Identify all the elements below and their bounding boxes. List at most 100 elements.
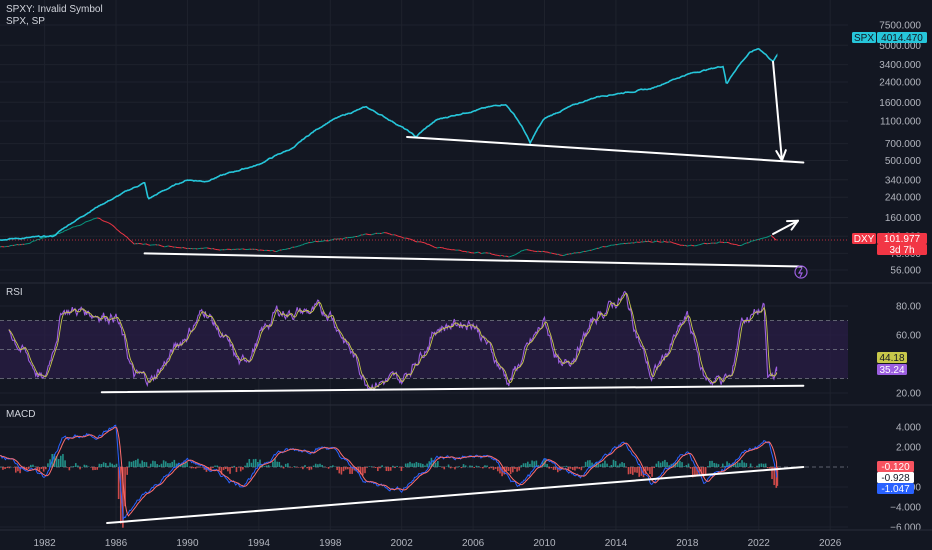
macd-hist-bar [147,467,150,468]
dxy-segment [111,224,114,226]
dxy-segment [421,241,423,243]
x-axis-labels: 1982 1986 1990 1994 1998 2002 2006 2010 2014 2018… [34,538,842,549]
macd-hist-bar [529,463,531,467]
macd-hist-bar [4,467,6,470]
macd-hist-bar [488,467,491,469]
macd-hist-bar [381,465,383,467]
macd-hist-bar [216,465,218,467]
main-y-tick-label: 5000.000 [879,41,921,52]
macd-hist-bar [550,467,553,469]
macd-hist-bar [593,464,596,467]
macd-hist-bar [162,460,165,467]
macd-hist-bar [57,459,60,467]
macd-hist-bar [229,467,231,474]
dxy-segment [773,237,776,241]
dxy-name-badge: DXY [854,234,875,245]
macd-hist-bar [252,459,255,467]
macd-hist-bar [539,467,542,468]
macd-hist-bar [347,467,349,470]
macd-hist-bar [132,460,135,467]
macd-hist-bar [676,461,679,467]
macd-hist-bar [516,467,518,472]
dxy-segment [171,245,173,248]
dxy-value-badge: 101.977 [884,234,921,245]
macd-line-badge-bg [877,483,914,494]
dxy-segment [662,240,665,243]
macd-hist-bar [222,467,225,471]
dxy-segment [276,250,279,252]
macd-hist-bar [687,463,690,467]
pane-separators [0,282,932,531]
dxy-segment [639,241,642,243]
spx-name-badge: SPX [854,33,874,44]
macd-hist-bar [289,467,291,468]
macd-signal-badge: -0.928 [881,473,910,484]
macd-hist-bar [554,467,557,470]
macd-hist-bar [276,461,278,467]
macd-hist-bar [439,466,441,467]
macd-hist-bar [486,465,488,467]
macd-hist-bar [124,467,126,507]
dxy-segment [563,254,566,256]
dxy-segment [59,231,62,234]
dxy-segment [119,231,122,234]
macd-hist-bar [139,463,141,467]
dxy-segment [312,241,315,243]
macd-hist-bar [758,463,760,467]
macd-hist-bar [158,465,161,467]
macd-hist-bar [55,455,58,467]
macd-hist-bar [164,461,167,467]
dxy-segment [289,247,292,250]
macd-hist-bar [537,465,540,467]
macd-hist-bar [586,460,589,467]
macd-hist-bar [297,467,300,468]
macd-hist-bar [589,460,591,467]
dxy-segment [358,235,361,237]
main-y-tick-label: 240.000 [885,193,922,204]
macd-hist-bar [130,461,133,467]
macd-hist-bar [70,466,73,467]
main-y-tick-label: 56.000 [890,266,921,277]
macd-hist-bar [762,463,765,467]
dxy-segment [766,236,769,238]
macd-hist-bar [64,460,66,467]
macd-hist-bar [419,463,422,467]
macd-hist-bar [149,463,152,467]
dxy-segment [768,235,771,238]
macd-hist-bar [469,465,471,467]
macd-hist-bar [379,467,381,469]
macd-hist-bar [267,465,270,467]
macd-hist-bar [651,467,653,477]
macd-hist-bar [619,463,621,467]
x-tick-label: 2026 [819,538,842,549]
macd-hist-bar [576,467,578,469]
macd-hist-bar [771,467,773,480]
dxy-segment [685,244,688,247]
macd-hist-bar [646,467,649,471]
dxy-segment [106,221,109,224]
rsi-value-badge: 35.24 [879,365,904,376]
dxy-segment [678,243,681,246]
dxy-segment [572,252,575,254]
macd-hist-bar [434,462,437,467]
dxy-segment [126,236,129,240]
macd-hist-bar [205,467,208,472]
arrow-shaft-1 [772,219,800,236]
macd-y-tick-label: −4.000 [890,503,921,514]
macd-hist-bar [244,465,246,467]
symbol-subtitle: SPX, SP [6,16,45,27]
dxy-segment [113,226,117,229]
macd-hist-bar [278,461,281,467]
dxy-segment [772,236,775,239]
macd-hist-bar [325,467,328,468]
dxy-segment [159,244,162,247]
macd-hist-bar [304,465,306,467]
dxy-segment [101,219,104,222]
macd-hist-bar [293,466,296,467]
dxy-segment [129,239,132,242]
macd-hist-bar [336,467,338,471]
main-y-tick-label: 340.000 [885,175,922,186]
macd-hist-bar [387,467,390,472]
dxy-segment [729,242,732,245]
